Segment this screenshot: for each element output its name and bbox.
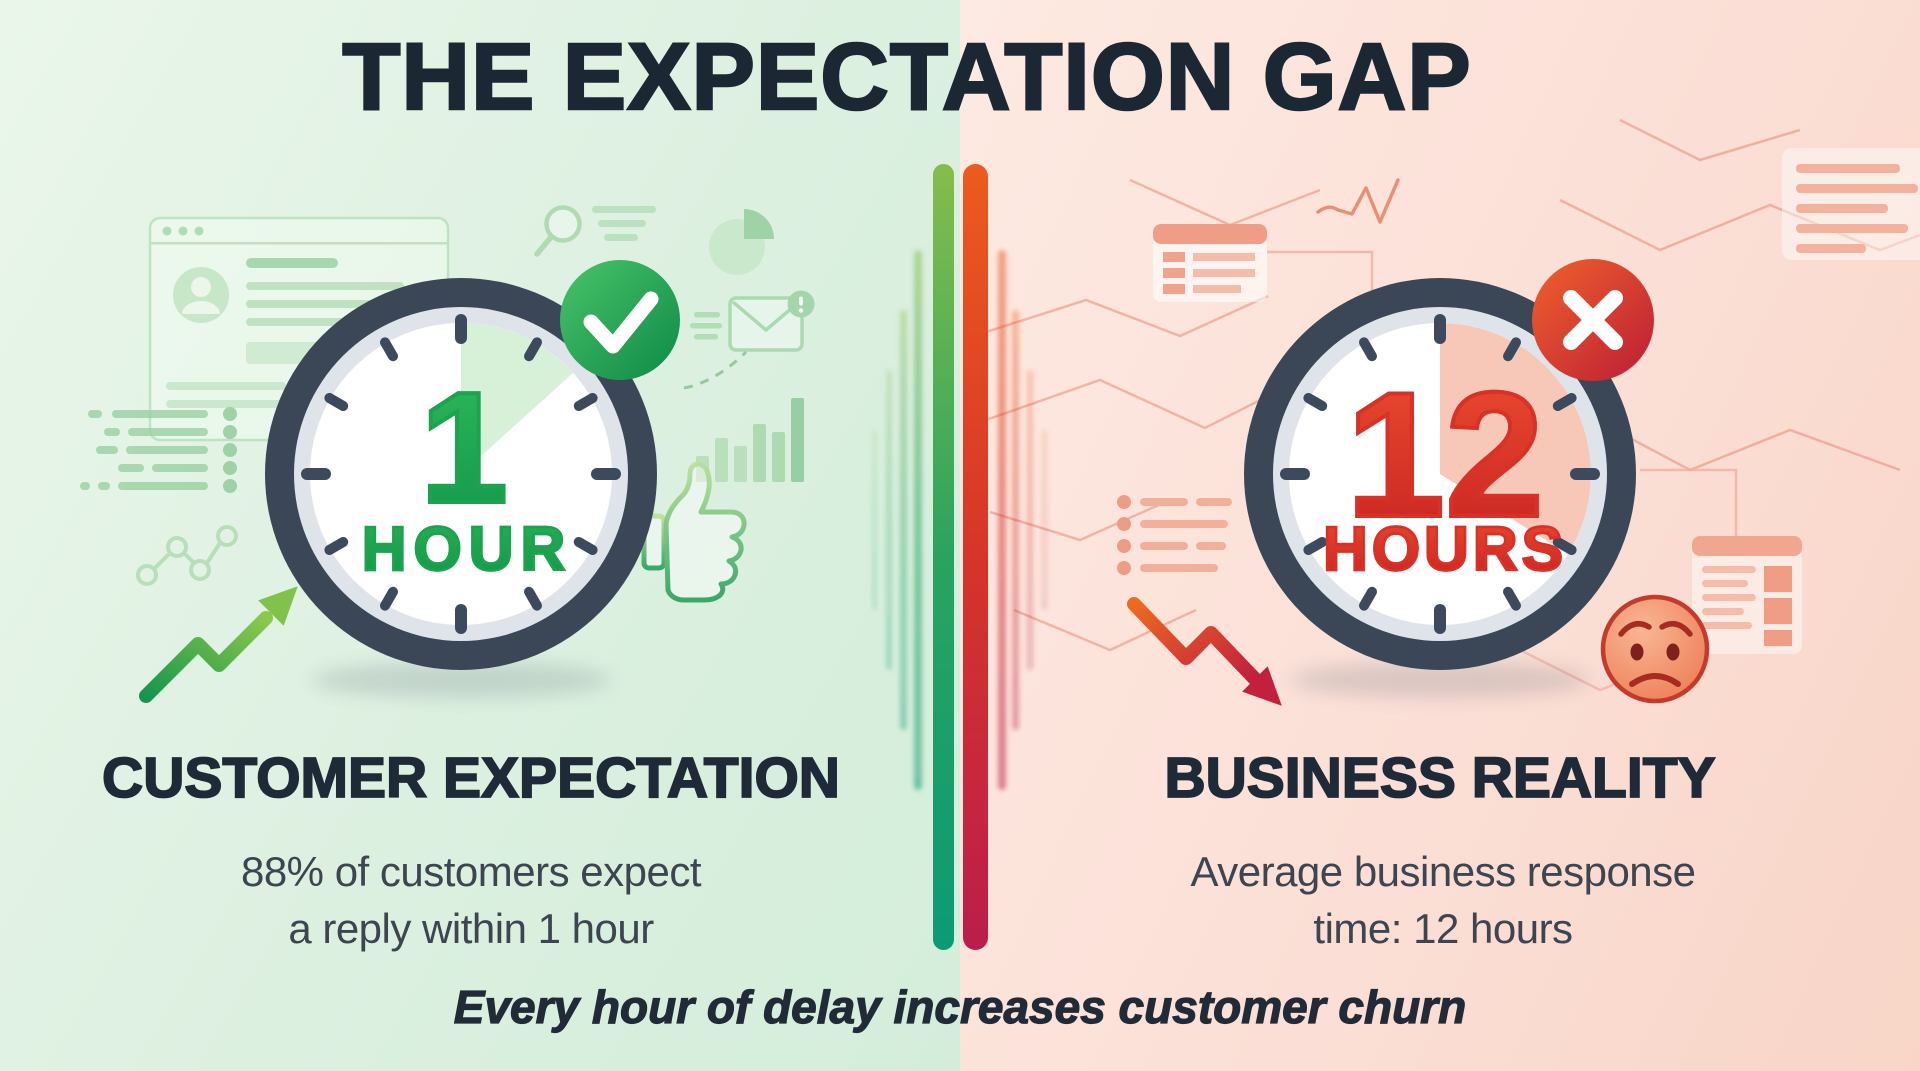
trend-down-arrow-icon bbox=[1127, 597, 1282, 706]
clock-shadow bbox=[1290, 662, 1590, 698]
left-subtitle-line1: 88% of customers expect bbox=[240, 848, 702, 895]
pie-chart-icon bbox=[709, 209, 774, 275]
list-icon bbox=[1117, 495, 1232, 575]
footer-tagline: Every hour of delay increases customer c… bbox=[453, 981, 1467, 1033]
clock-shadow bbox=[311, 662, 611, 698]
clock-1-hour-icon bbox=[265, 278, 657, 670]
right-section-subtitle: Average business response time: 12 hours bbox=[1190, 843, 1696, 957]
worried-face-icon bbox=[1600, 594, 1710, 704]
list-icon bbox=[80, 407, 237, 493]
left-clock-value: 1 bbox=[418, 360, 510, 536]
right-clock-value: 12 bbox=[1344, 355, 1546, 554]
left-subtitle-line2: a reply within 1 hour bbox=[288, 905, 654, 952]
left-section-heading: CUSTOMER EXPECTATION bbox=[101, 746, 841, 810]
trend-up-arrow-icon bbox=[139, 586, 298, 703]
clock-wedge-1-hour bbox=[461, 323, 573, 474]
table-icon bbox=[1153, 224, 1267, 302]
page-title: THE EXPECTATION GAP bbox=[341, 24, 1472, 130]
thumbs-up-icon bbox=[641, 461, 747, 603]
left-clock-unit: HOUR bbox=[360, 515, 573, 584]
bar-chart-icon bbox=[696, 398, 804, 482]
clock-12-hours-icon bbox=[1244, 278, 1636, 670]
x-icon bbox=[1532, 259, 1654, 381]
sparkline-icon bbox=[1316, 178, 1400, 224]
table-icon bbox=[1692, 536, 1802, 654]
magnifier-icon bbox=[534, 205, 656, 257]
table-icon bbox=[1782, 148, 1920, 260]
envelope-icon bbox=[690, 290, 815, 352]
dashed-curve bbox=[683, 350, 748, 390]
left-section-subtitle: 88% of customers expect a reply within 1… bbox=[240, 843, 702, 957]
divider-red-bar bbox=[963, 164, 988, 950]
divider-green-bar bbox=[933, 164, 954, 950]
divider-gap-bars bbox=[872, 164, 1047, 950]
check-icon bbox=[560, 260, 680, 380]
right-subtitle-line1: Average business response bbox=[1190, 848, 1696, 895]
line-chart-icon bbox=[136, 525, 238, 586]
right-clock-unit: HOURS bbox=[1322, 515, 1567, 584]
clock-wedge-12-hours bbox=[1440, 323, 1591, 554]
right-subtitle-line2: time: 12 hours bbox=[1313, 905, 1573, 952]
right-section-heading: BUSINESS REALITY bbox=[1164, 746, 1717, 810]
